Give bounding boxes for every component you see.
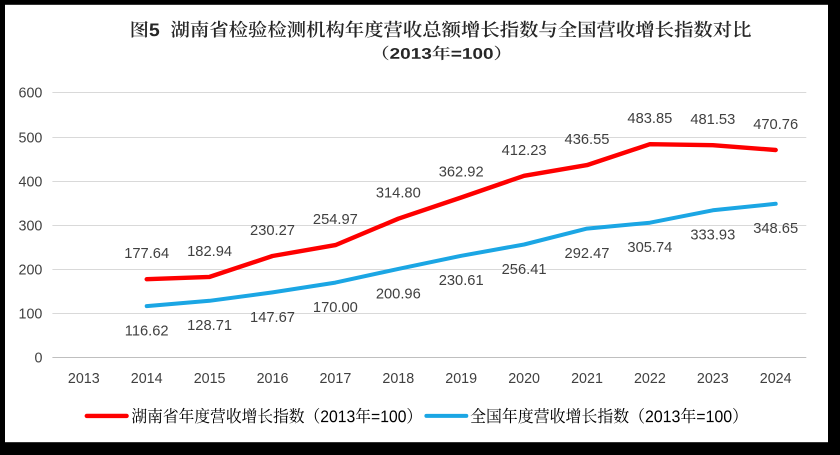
svg-text:2022: 2022 — [634, 371, 666, 387]
svg-text:500: 500 — [19, 130, 43, 146]
svg-text:333.93: 333.93 — [690, 228, 735, 244]
svg-text:2017: 2017 — [319, 371, 351, 387]
svg-text:470.76: 470.76 — [753, 117, 798, 133]
svg-text:600: 600 — [19, 85, 43, 101]
svg-text:128.71: 128.71 — [187, 318, 232, 334]
svg-text:256.41: 256.41 — [502, 262, 547, 278]
svg-text:2015: 2015 — [194, 371, 226, 387]
svg-text:483.85: 483.85 — [627, 111, 672, 127]
svg-text:2023: 2023 — [697, 371, 729, 387]
svg-text:300: 300 — [19, 218, 43, 234]
svg-text:2020: 2020 — [508, 371, 540, 387]
svg-text:2024: 2024 — [760, 371, 792, 387]
svg-text:436.55: 436.55 — [565, 132, 610, 148]
svg-text:2016: 2016 — [257, 371, 289, 387]
svg-text:116.62: 116.62 — [125, 324, 169, 340]
svg-text:230.61: 230.61 — [439, 273, 484, 289]
svg-text:412.23: 412.23 — [502, 143, 547, 159]
svg-text:230.27: 230.27 — [250, 223, 295, 239]
svg-text:2019: 2019 — [445, 371, 477, 387]
svg-text:400: 400 — [19, 174, 43, 190]
svg-text:254.97: 254.97 — [313, 212, 358, 228]
svg-text:182.94: 182.94 — [187, 244, 232, 260]
svg-text:481.53: 481.53 — [690, 112, 735, 128]
svg-text:2013: 2013 — [68, 371, 100, 387]
svg-text:100: 100 — [19, 306, 43, 322]
svg-text:2014: 2014 — [131, 371, 163, 387]
svg-text:348.65: 348.65 — [753, 221, 798, 237]
svg-text:170.00: 170.00 — [313, 300, 358, 316]
svg-text:362.92: 362.92 — [439, 165, 484, 181]
svg-text:0: 0 — [34, 350, 42, 366]
svg-text:2021: 2021 — [571, 371, 603, 387]
svg-text:147.67: 147.67 — [250, 310, 295, 326]
svg-text:292.47: 292.47 — [565, 246, 610, 262]
svg-text:2018: 2018 — [382, 371, 414, 387]
svg-text:200.96: 200.96 — [376, 286, 421, 302]
svg-text:305.74: 305.74 — [627, 240, 672, 256]
svg-text:177.64: 177.64 — [124, 246, 169, 262]
svg-text:200: 200 — [19, 262, 43, 278]
svg-text:314.80: 314.80 — [376, 186, 421, 202]
